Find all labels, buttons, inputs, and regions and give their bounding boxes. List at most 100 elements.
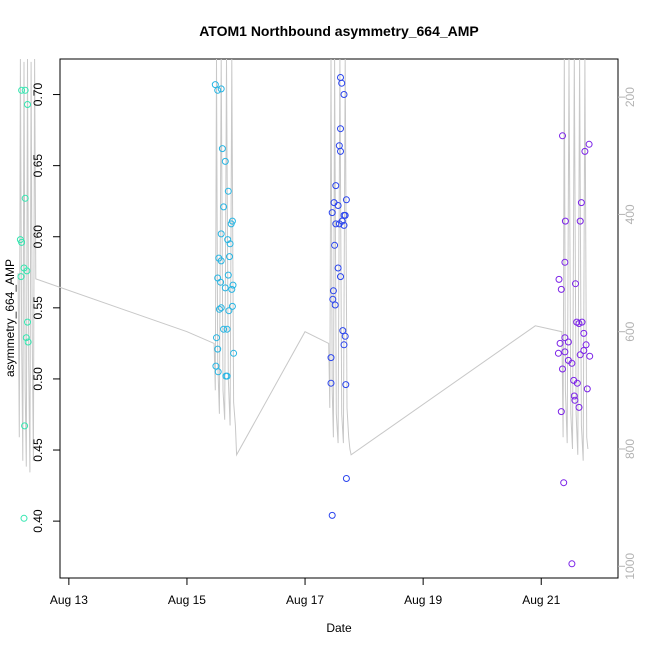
y-tick-label: 0.65 <box>31 154 45 178</box>
data-point <box>341 332 349 340</box>
data-point <box>332 182 340 190</box>
data-point <box>230 349 238 357</box>
data-point <box>342 196 350 204</box>
data-point <box>228 302 236 310</box>
x-tick-label: Aug 21 <box>522 593 560 607</box>
data-point <box>18 86 26 94</box>
data-point <box>331 301 339 309</box>
data-point <box>329 295 337 303</box>
data-point <box>228 217 236 225</box>
x-tick-label: Aug 13 <box>50 593 88 607</box>
data-point <box>555 275 563 283</box>
data-point <box>583 385 591 393</box>
data-point <box>226 240 234 248</box>
data-point <box>329 287 337 295</box>
x-tick-label: Aug 17 <box>286 593 324 607</box>
data-point <box>24 318 31 326</box>
data-point <box>561 258 569 266</box>
y-axis-label: asymmetry_664_AMP <box>3 259 17 377</box>
data-point <box>337 273 344 281</box>
y2-tick-label: 200 <box>623 87 637 107</box>
data-point <box>20 514 28 522</box>
data-point <box>557 285 565 293</box>
data-point <box>577 199 585 207</box>
data-point <box>223 325 231 333</box>
y-tick-label: 0.45 <box>31 438 45 462</box>
data-point <box>211 81 219 89</box>
data-point <box>576 217 584 225</box>
data-point <box>223 372 231 380</box>
data-point <box>226 253 233 261</box>
secondary-y-axis: 200 400 600 800 1000 <box>618 87 637 580</box>
data-point <box>340 91 348 98</box>
data-point <box>338 217 346 225</box>
data-point <box>342 475 350 482</box>
data-point <box>225 307 233 315</box>
data-point <box>221 284 229 292</box>
data-point <box>557 408 565 416</box>
data-point <box>221 157 229 165</box>
data-point <box>337 125 344 133</box>
data-point <box>334 264 342 272</box>
data-point <box>332 220 340 228</box>
x-tick-label: Aug 15 <box>168 593 206 607</box>
y-axis: 0.40 0.45 0.50 0.55 0.60 0.65 0.70 <box>31 83 60 533</box>
data-point <box>217 257 225 265</box>
data-point <box>580 347 588 354</box>
y-tick-label: 0.40 <box>31 509 45 533</box>
data-point <box>212 362 220 370</box>
data-point <box>339 327 347 335</box>
data-point <box>218 145 226 153</box>
points-layer <box>16 74 594 568</box>
x-tick-label: Aug 19 <box>404 593 442 607</box>
data-point <box>570 392 578 400</box>
data-point <box>22 334 30 342</box>
data-point <box>581 147 589 155</box>
data-point <box>568 359 576 367</box>
data-point <box>575 403 583 411</box>
data-point <box>217 304 225 312</box>
data-point <box>229 281 237 289</box>
data-point <box>217 85 225 93</box>
y2-tick-label: 400 <box>623 204 637 224</box>
data-point <box>337 147 344 155</box>
series-3 <box>327 74 350 519</box>
data-point <box>224 271 232 279</box>
data-point <box>220 203 228 211</box>
data-point <box>560 479 568 487</box>
data-point <box>554 349 562 357</box>
data-point <box>327 354 335 362</box>
data-point <box>331 241 339 249</box>
series-2 <box>211 81 238 380</box>
data-point <box>214 345 222 353</box>
data-point <box>24 338 32 346</box>
data-point <box>24 101 31 108</box>
data-point <box>575 320 583 327</box>
data-point <box>561 334 569 342</box>
data-point <box>215 305 223 313</box>
series-4 <box>554 132 594 568</box>
data-point <box>214 86 222 94</box>
data-point <box>559 132 566 140</box>
data-point <box>568 560 576 568</box>
data-point <box>338 79 346 87</box>
data-point <box>224 187 232 195</box>
secondary-trace-line <box>17 58 589 473</box>
data-point <box>571 396 579 404</box>
data-point <box>582 341 590 349</box>
series-1 <box>16 86 32 522</box>
data-point <box>228 285 236 293</box>
x-axis-label: Date <box>326 621 352 635</box>
data-point <box>340 341 348 349</box>
data-point <box>328 209 336 217</box>
data-point <box>17 273 25 281</box>
data-point <box>556 339 564 347</box>
data-point <box>327 379 335 387</box>
data-point <box>342 381 350 389</box>
data-point <box>580 329 588 337</box>
y-tick-label: 0.55 <box>31 296 45 320</box>
data-point <box>559 365 566 373</box>
y2-tick-label: 600 <box>623 321 637 341</box>
data-point <box>586 352 594 360</box>
